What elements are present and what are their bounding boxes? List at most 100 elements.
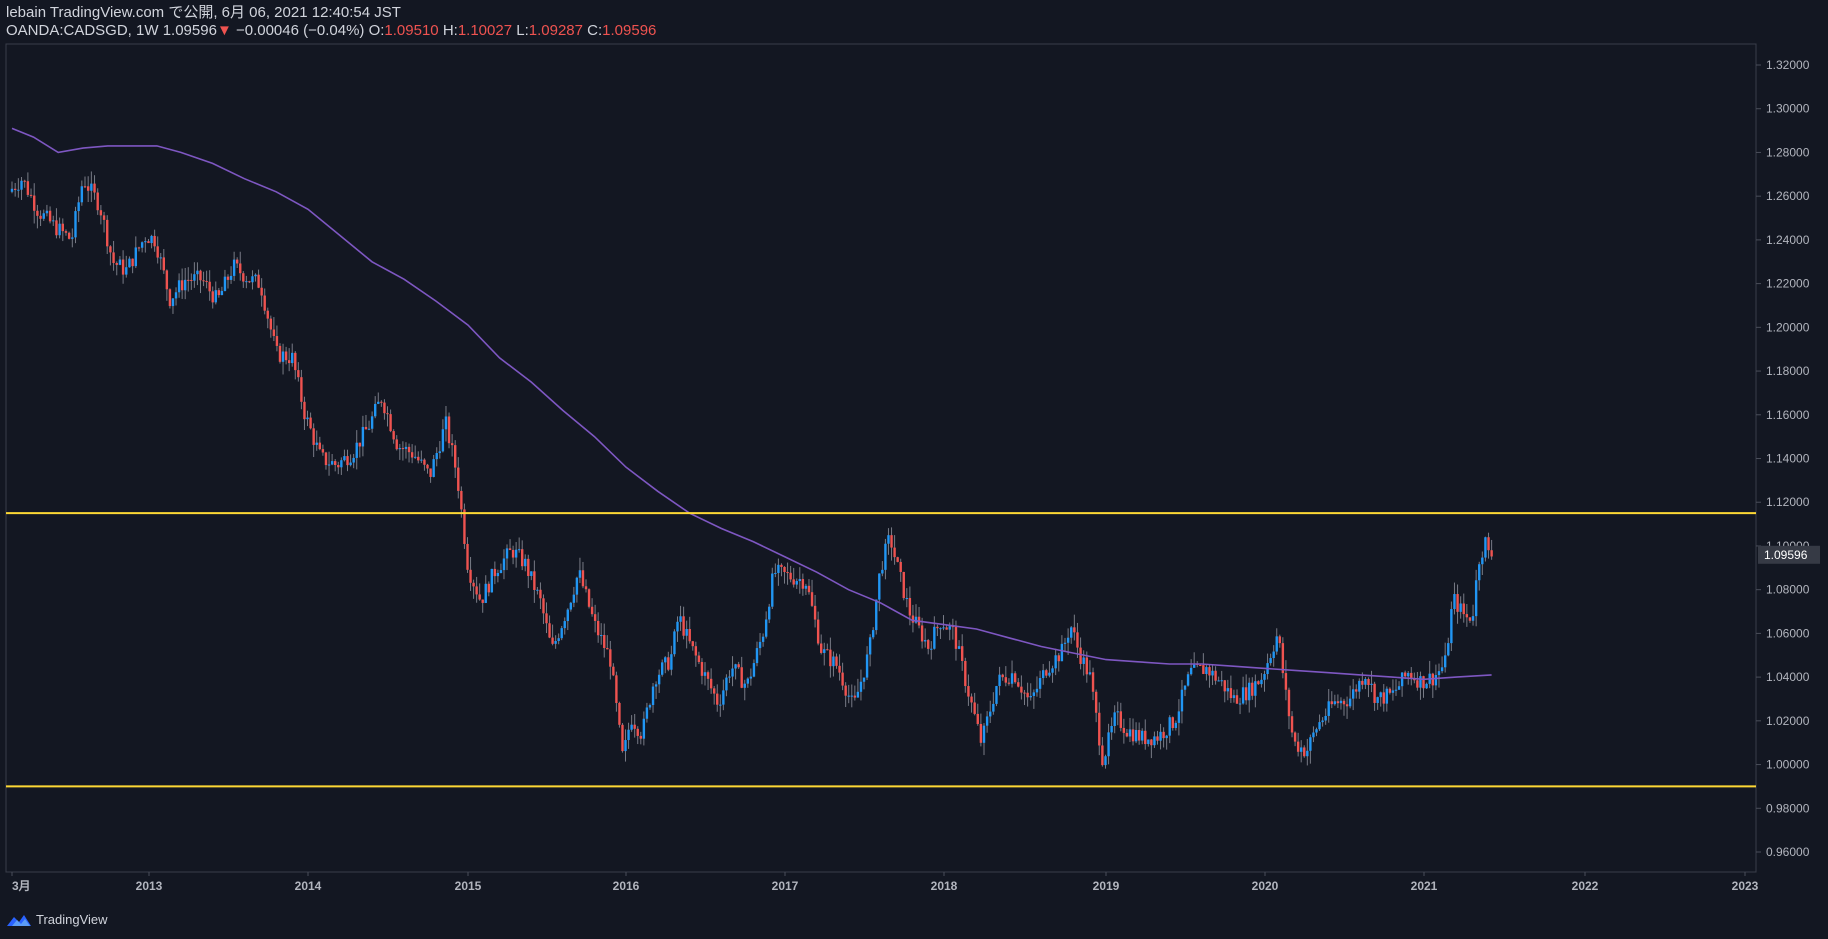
candle-body bbox=[478, 594, 481, 600]
price-tick-label: 1.02000 bbox=[1766, 714, 1810, 728]
candle-body bbox=[1394, 689, 1398, 691]
candle-body bbox=[343, 456, 346, 461]
candle-body bbox=[890, 535, 893, 548]
candle-body bbox=[575, 577, 579, 595]
candle-body bbox=[1447, 643, 1450, 656]
candle-body bbox=[1217, 680, 1220, 682]
candle-body bbox=[920, 625, 924, 642]
candle-body bbox=[1063, 642, 1067, 644]
candle-body bbox=[208, 281, 211, 292]
price-tick-label: 1.16000 bbox=[1766, 408, 1810, 422]
candle-body bbox=[1450, 609, 1453, 644]
candle-body bbox=[23, 180, 26, 182]
candle-body bbox=[1462, 603, 1465, 615]
price-tick-label: 1.26000 bbox=[1766, 189, 1810, 203]
candle-body bbox=[358, 442, 362, 447]
candle-body bbox=[1284, 673, 1288, 690]
candle-body bbox=[985, 716, 989, 726]
candle-body bbox=[278, 345, 282, 362]
candle-body bbox=[820, 643, 823, 653]
candle-body bbox=[1431, 673, 1434, 686]
candle-body bbox=[1443, 655, 1447, 668]
candle-body bbox=[1134, 730, 1138, 742]
time-tick-label: 2013 bbox=[136, 879, 163, 893]
candle-body bbox=[417, 456, 420, 461]
candle-body bbox=[691, 641, 694, 647]
candle-body bbox=[39, 215, 42, 219]
price-axis: 0.96000 0.98000 1.00000 1.02000 1.04000 1.060… bbox=[1756, 58, 1820, 859]
candle-body bbox=[1048, 672, 1051, 676]
candle-body bbox=[1330, 701, 1333, 705]
candle-body bbox=[1358, 680, 1361, 692]
candle-body bbox=[190, 279, 193, 281]
candle-body bbox=[380, 401, 383, 403]
candle-body bbox=[1094, 691, 1098, 713]
candle-body bbox=[115, 263, 118, 265]
candle-body bbox=[125, 267, 128, 275]
candle-body bbox=[1351, 689, 1355, 699]
candle-body bbox=[927, 640, 930, 649]
candle-body bbox=[109, 246, 112, 253]
time-tick-label: 2019 bbox=[1093, 879, 1120, 893]
candle-body bbox=[466, 543, 469, 570]
candle-body bbox=[1419, 676, 1422, 688]
candle-body bbox=[908, 598, 912, 616]
candle-body bbox=[291, 352, 294, 364]
candle-body bbox=[1400, 672, 1404, 687]
candle-body bbox=[945, 627, 948, 630]
candle-body bbox=[1257, 681, 1260, 685]
tradingview-watermark[interactable]: TradingView bbox=[6, 912, 108, 927]
candle-body bbox=[324, 452, 328, 466]
candle-body bbox=[1312, 732, 1315, 738]
candle-body bbox=[1010, 673, 1014, 684]
time-tick-label: 2018 bbox=[931, 879, 958, 893]
candle-body bbox=[670, 654, 673, 670]
candle-body bbox=[26, 181, 30, 195]
low-value: 1.09287 bbox=[528, 22, 583, 39]
price-tick-label: 1.08000 bbox=[1766, 583, 1810, 597]
candle-body bbox=[1367, 678, 1370, 685]
candle-body bbox=[685, 628, 688, 636]
candle-body bbox=[1079, 647, 1082, 664]
candle-body bbox=[429, 468, 432, 477]
candle-body bbox=[868, 637, 872, 655]
candle-body bbox=[524, 558, 527, 567]
candle-body bbox=[64, 231, 68, 233]
candle-body bbox=[1131, 729, 1135, 742]
candle-body bbox=[1070, 627, 1073, 638]
candle-body bbox=[196, 270, 199, 275]
last-price-label: 1.09596 bbox=[1764, 548, 1808, 562]
candle-body bbox=[533, 571, 536, 590]
candle-body bbox=[1453, 594, 1456, 610]
price-tick-label: 1.30000 bbox=[1766, 102, 1810, 116]
candle-body bbox=[1156, 736, 1159, 741]
candle-body bbox=[1468, 617, 1472, 621]
candle-body bbox=[1290, 716, 1294, 733]
candle-body bbox=[184, 279, 187, 291]
candle-body bbox=[312, 428, 315, 445]
candle-body bbox=[229, 275, 233, 280]
candle-body bbox=[17, 189, 20, 191]
candle-body bbox=[728, 676, 731, 678]
published-line: lebain TradingView.com で公開, 6月 06, 2021 … bbox=[6, 4, 401, 21]
candle-body bbox=[792, 579, 795, 585]
price-tick-label: 1.22000 bbox=[1766, 277, 1810, 291]
candle-body bbox=[603, 635, 606, 648]
candle-body bbox=[337, 465, 340, 468]
candle-body bbox=[432, 459, 435, 477]
candle-body bbox=[1459, 603, 1462, 612]
candle-body bbox=[327, 464, 331, 466]
candle-body bbox=[214, 290, 217, 303]
symbol-label[interactable]: OANDA:CADSGD, 1W bbox=[6, 22, 159, 39]
candle-body bbox=[1251, 682, 1254, 696]
candle-body bbox=[1425, 683, 1428, 689]
candle-body bbox=[642, 718, 646, 739]
candle-body bbox=[1235, 695, 1239, 704]
candle-body bbox=[709, 678, 713, 689]
candle-body bbox=[1144, 730, 1147, 745]
candle-body bbox=[269, 318, 273, 330]
candle-body bbox=[725, 677, 728, 691]
candle-body bbox=[1107, 732, 1110, 757]
candle-body bbox=[106, 219, 109, 247]
